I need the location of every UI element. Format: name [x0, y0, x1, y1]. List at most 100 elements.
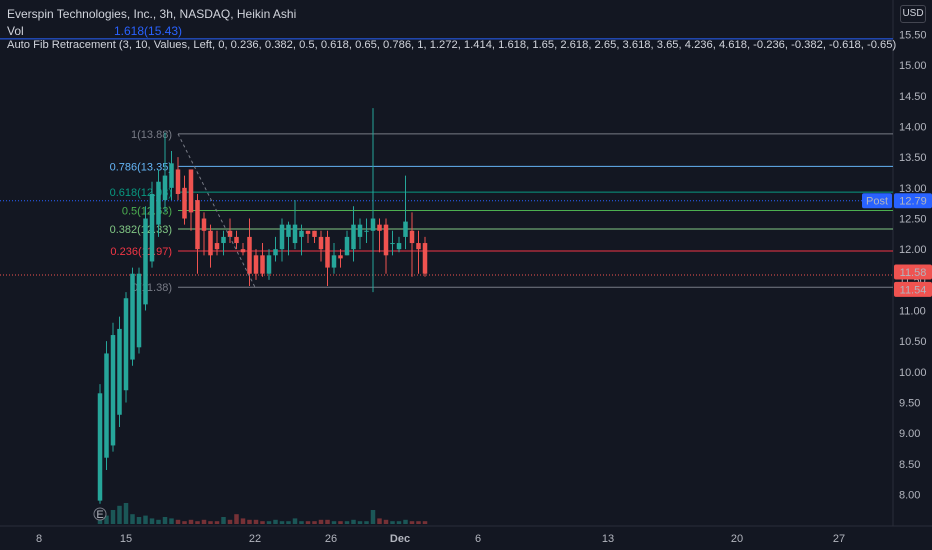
candle-body [331, 255, 337, 268]
candle-body [123, 298, 129, 391]
x-tick-label: 26 [325, 533, 337, 545]
candle-body [208, 230, 213, 256]
volume-bar [182, 521, 187, 524]
volume-bar [175, 519, 181, 524]
volume-bar [143, 515, 148, 524]
volume-bar [344, 521, 350, 524]
candle-body [377, 224, 382, 231]
volume-bar [364, 521, 369, 524]
y-tick-label: 9.50 [899, 398, 920, 410]
candle-body [325, 236, 330, 268]
candle-body [195, 200, 200, 250]
candle-body [416, 243, 421, 250]
volume-bar [325, 519, 330, 524]
candle-body [351, 224, 356, 250]
candle-body [364, 230, 369, 232]
volume-label: Vol [7, 24, 24, 38]
volume-bar [110, 510, 116, 524]
volume-bar [247, 519, 252, 524]
x-tick-label: 6 [475, 533, 481, 545]
volume-bar [169, 518, 174, 524]
fib-level-label: 0.618(12.93) [110, 187, 172, 199]
candle-body [292, 224, 298, 244]
volume-legend: Vol [7, 24, 24, 38]
candle-body [247, 236, 252, 274]
fib-level-label: 0.236(11.97) [110, 246, 172, 258]
post-label-bg [862, 193, 892, 209]
fib-level-label: 1(13.88) [131, 129, 172, 141]
candle-body [169, 163, 174, 188]
volume-bar [403, 519, 408, 524]
fib-level-label: 0.382(12.33) [110, 224, 172, 236]
x-tick-label: 15 [120, 533, 132, 545]
candle-body [162, 175, 168, 201]
candle-body [273, 249, 278, 256]
candle-body [130, 273, 135, 360]
volume-bar [318, 519, 324, 524]
volume-bar [117, 505, 122, 524]
candle-body [227, 230, 233, 237]
candle-body [240, 249, 246, 253]
volume-bar [195, 521, 200, 524]
y-tick-label: 12.00 [899, 244, 927, 256]
volume-bar [357, 521, 363, 524]
chart-title: Everspin Technologies, Inc., 3h, NASDAQ,… [7, 7, 297, 21]
volume-bar [390, 521, 395, 524]
y-tick-label: 11.00 [899, 306, 926, 318]
volume-bar [273, 519, 278, 524]
candle-body [305, 230, 311, 234]
candle-body [396, 243, 402, 250]
y-tick-label: 14.50 [899, 91, 927, 103]
y-tick-label: 8.00 [899, 490, 920, 502]
earnings-marker-circle [93, 507, 107, 521]
candle-body [234, 236, 239, 244]
close-price-label: 11.54 [900, 284, 927, 296]
candle-body [357, 224, 363, 237]
candle-body [143, 218, 148, 305]
indicator-legend: Auto Fib Retracement (3, 10, Values, Lef… [7, 39, 897, 51]
earnings-marker: E [93, 507, 107, 521]
candle-body [286, 224, 291, 237]
volume-bar [130, 514, 135, 524]
volume-bar [156, 519, 161, 524]
volume-bar [123, 503, 129, 524]
volume-bar [253, 519, 259, 524]
currency-button[interactable]: USD [900, 5, 926, 23]
last-price-label-bg [894, 264, 932, 280]
volume-bar [266, 521, 272, 524]
candle-body [149, 193, 155, 262]
candle-body [422, 243, 428, 274]
fib-trend-line [177, 133, 256, 288]
candle-body [110, 335, 116, 446]
volume-bar [422, 521, 428, 524]
volume-bar [305, 521, 311, 524]
candle-body [156, 181, 161, 225]
x-tick-label: Dec [390, 533, 410, 545]
fib-extension-label: 1.618(15.43) [114, 24, 182, 38]
post-label: Post [866, 196, 888, 208]
volume-bar [136, 517, 142, 524]
volume-bar [331, 521, 337, 524]
post-price-label-bg [894, 193, 932, 209]
volume-bar [227, 519, 233, 524]
x-tick-label: 13 [602, 533, 614, 545]
candle-body [182, 187, 187, 219]
volume-bar [377, 518, 382, 524]
y-tick-label: 10.50 [899, 336, 927, 348]
volume-bar [383, 519, 389, 524]
volume-bar [214, 521, 220, 524]
volume-bar [338, 521, 343, 524]
y-tick-label: 8.50 [899, 459, 920, 471]
candle-body [390, 243, 395, 245]
candle-body [409, 230, 415, 244]
candle-body [136, 273, 142, 348]
x-tick-label: 20 [731, 533, 743, 545]
candle-body [201, 218, 207, 231]
candle-body [383, 224, 389, 256]
volume-bar [396, 521, 402, 524]
volume-bar [292, 518, 298, 524]
y-tick-label: 9.00 [899, 428, 920, 440]
x-tick-label: 27 [833, 533, 845, 545]
candle-body [104, 353, 109, 458]
